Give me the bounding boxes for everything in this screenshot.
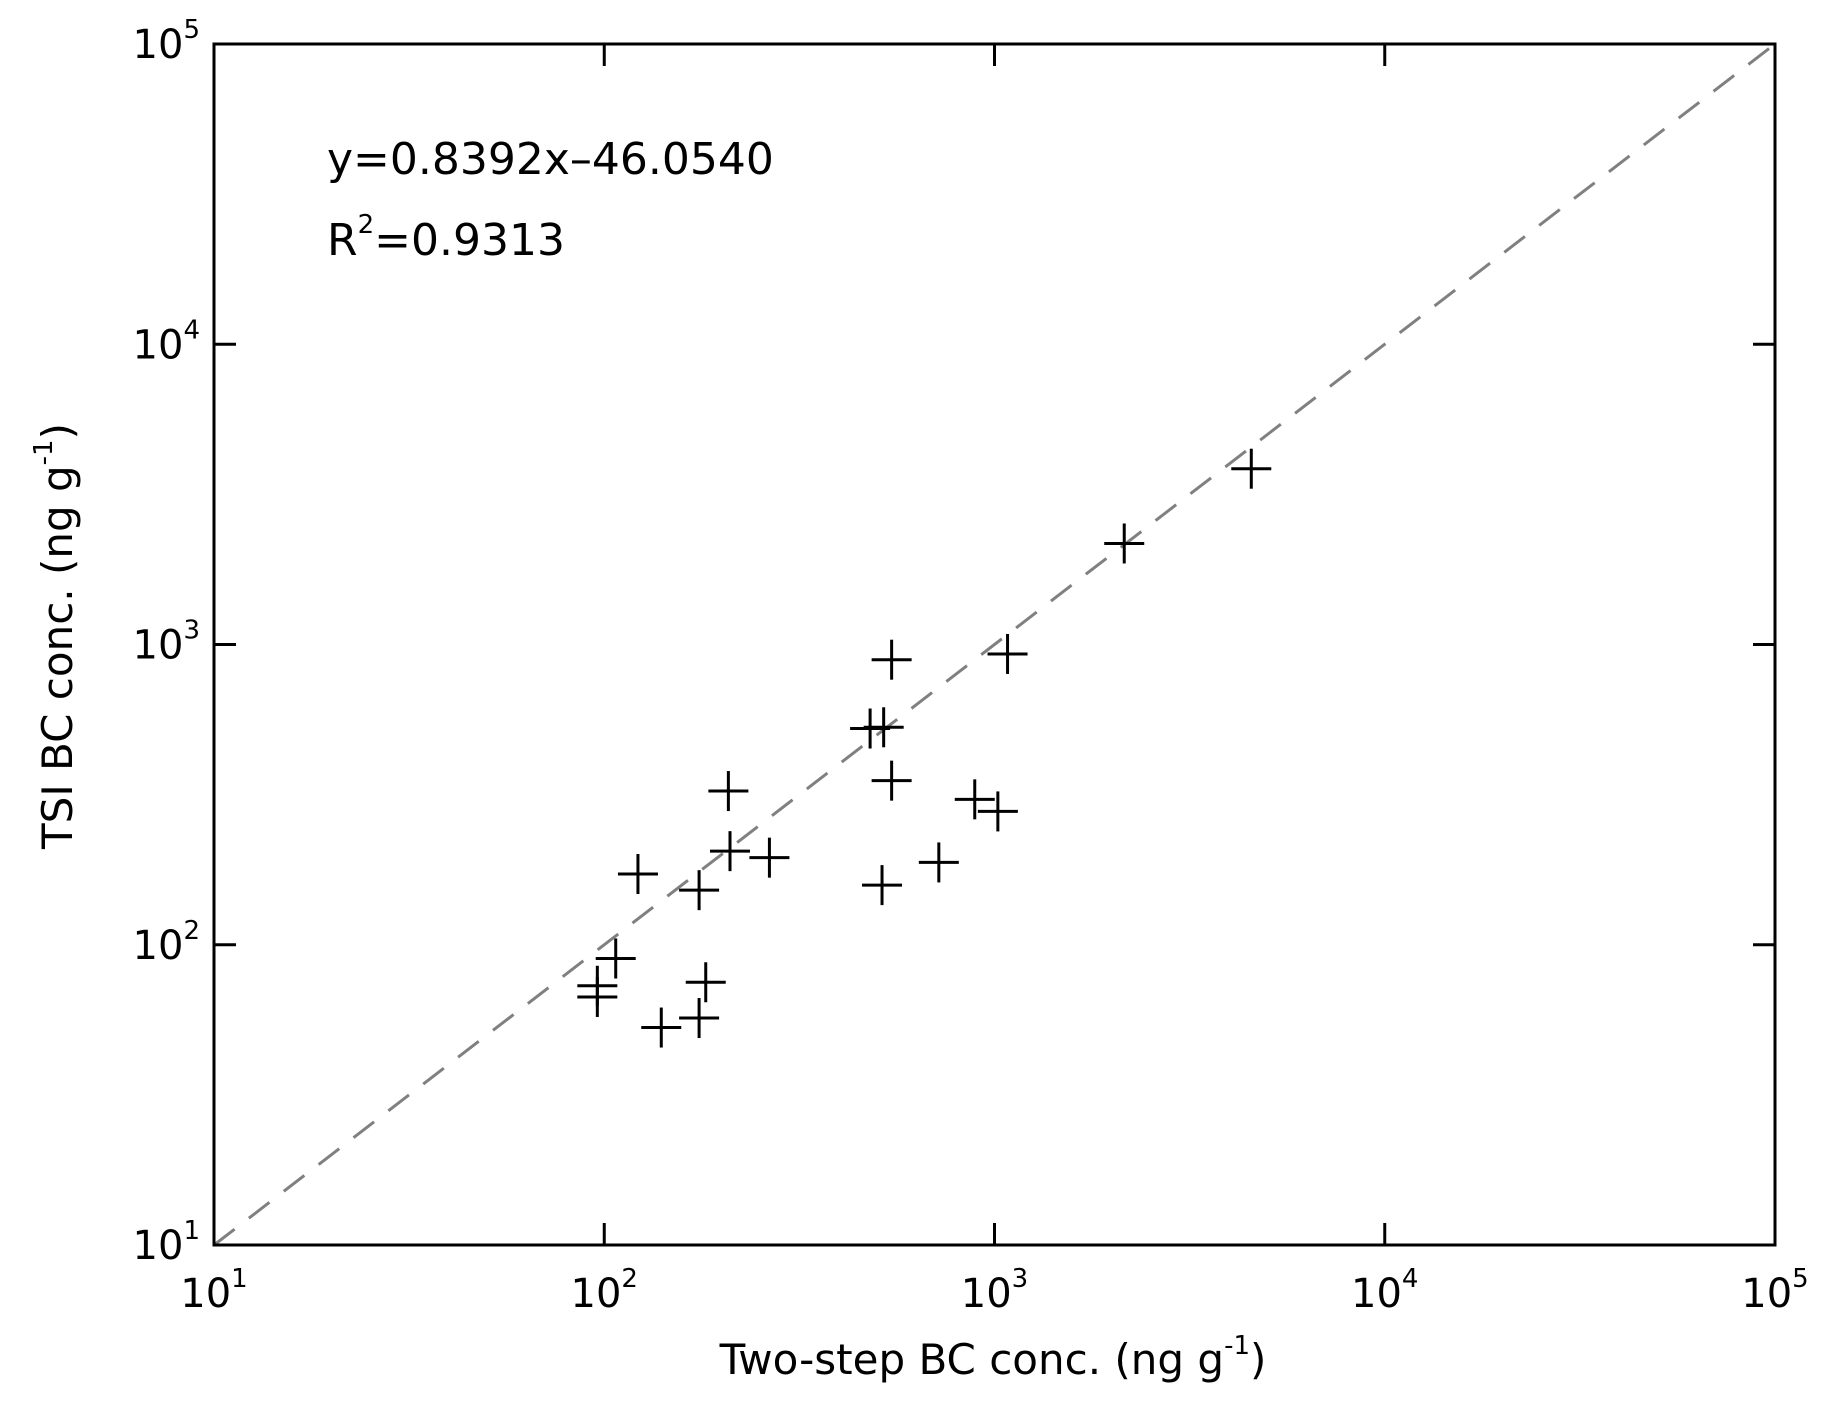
- x-axis-label-close: ): [1250, 1335, 1266, 1384]
- data-point: [954, 779, 995, 820]
- x-tick-label: 104: [1351, 1264, 1418, 1317]
- data-point: [1231, 448, 1272, 489]
- data-point: [679, 870, 720, 911]
- y-tick-label: 101: [133, 1216, 200, 1269]
- x-tick-label: 105: [1741, 1264, 1808, 1317]
- data-point: [617, 854, 658, 895]
- x-axis-label-text: Two-step BC conc. (ng g: [719, 1335, 1225, 1384]
- data-point: [871, 639, 912, 680]
- data-point: [749, 837, 790, 878]
- r-squared-exponent: 2: [358, 210, 375, 240]
- r-squared-value: =0.9313: [374, 215, 565, 266]
- r-squared-symbol: R: [327, 215, 358, 266]
- data-point: [679, 998, 720, 1039]
- y-axis-label: TSI BC conc. (ng g-1): [29, 423, 82, 850]
- y-axis-label-text: TSI BC conc. (ng g: [33, 465, 82, 850]
- axis-ticks-layer: 101 102 103 104 105 101 102 103 104 105: [133, 15, 1809, 1317]
- data-point: [918, 842, 959, 883]
- reference-line-layer: [213, 42, 1776, 1247]
- data-point: [595, 938, 636, 979]
- y-tick-label: 103: [133, 616, 200, 669]
- data-point: [1104, 523, 1145, 564]
- y-axis-label-close: ): [33, 423, 82, 439]
- data-point: [685, 962, 726, 1003]
- x-tick-label: 103: [961, 1264, 1028, 1317]
- data-point: [871, 760, 912, 801]
- data-point: [709, 831, 750, 872]
- data-points-layer: [577, 448, 1272, 1048]
- x-axis-label: Two-step BC conc. (ng g-1): [719, 1331, 1267, 1384]
- data-point: [863, 707, 904, 748]
- x-axis-label-exponent: -1: [1224, 1331, 1250, 1361]
- data-point: [977, 791, 1018, 832]
- data-point: [708, 771, 749, 812]
- y-axis-label-exponent: -1: [29, 439, 59, 465]
- y-tick-label: 105: [133, 15, 200, 68]
- data-point: [987, 633, 1028, 674]
- x-tick-label: 101: [180, 1264, 247, 1317]
- y-tick-label: 102: [133, 916, 200, 969]
- data-point: [641, 1007, 682, 1048]
- regression-equation: y=0.8392x–46.0540: [327, 134, 774, 185]
- data-point: [862, 865, 903, 906]
- r-squared-annotation: R2=0.9313: [327, 210, 565, 266]
- reference-line-y-equals-x: [213, 42, 1776, 1247]
- y-tick-label: 104: [133, 315, 200, 368]
- data-point: [577, 976, 618, 1017]
- x-tick-label: 102: [571, 1264, 638, 1317]
